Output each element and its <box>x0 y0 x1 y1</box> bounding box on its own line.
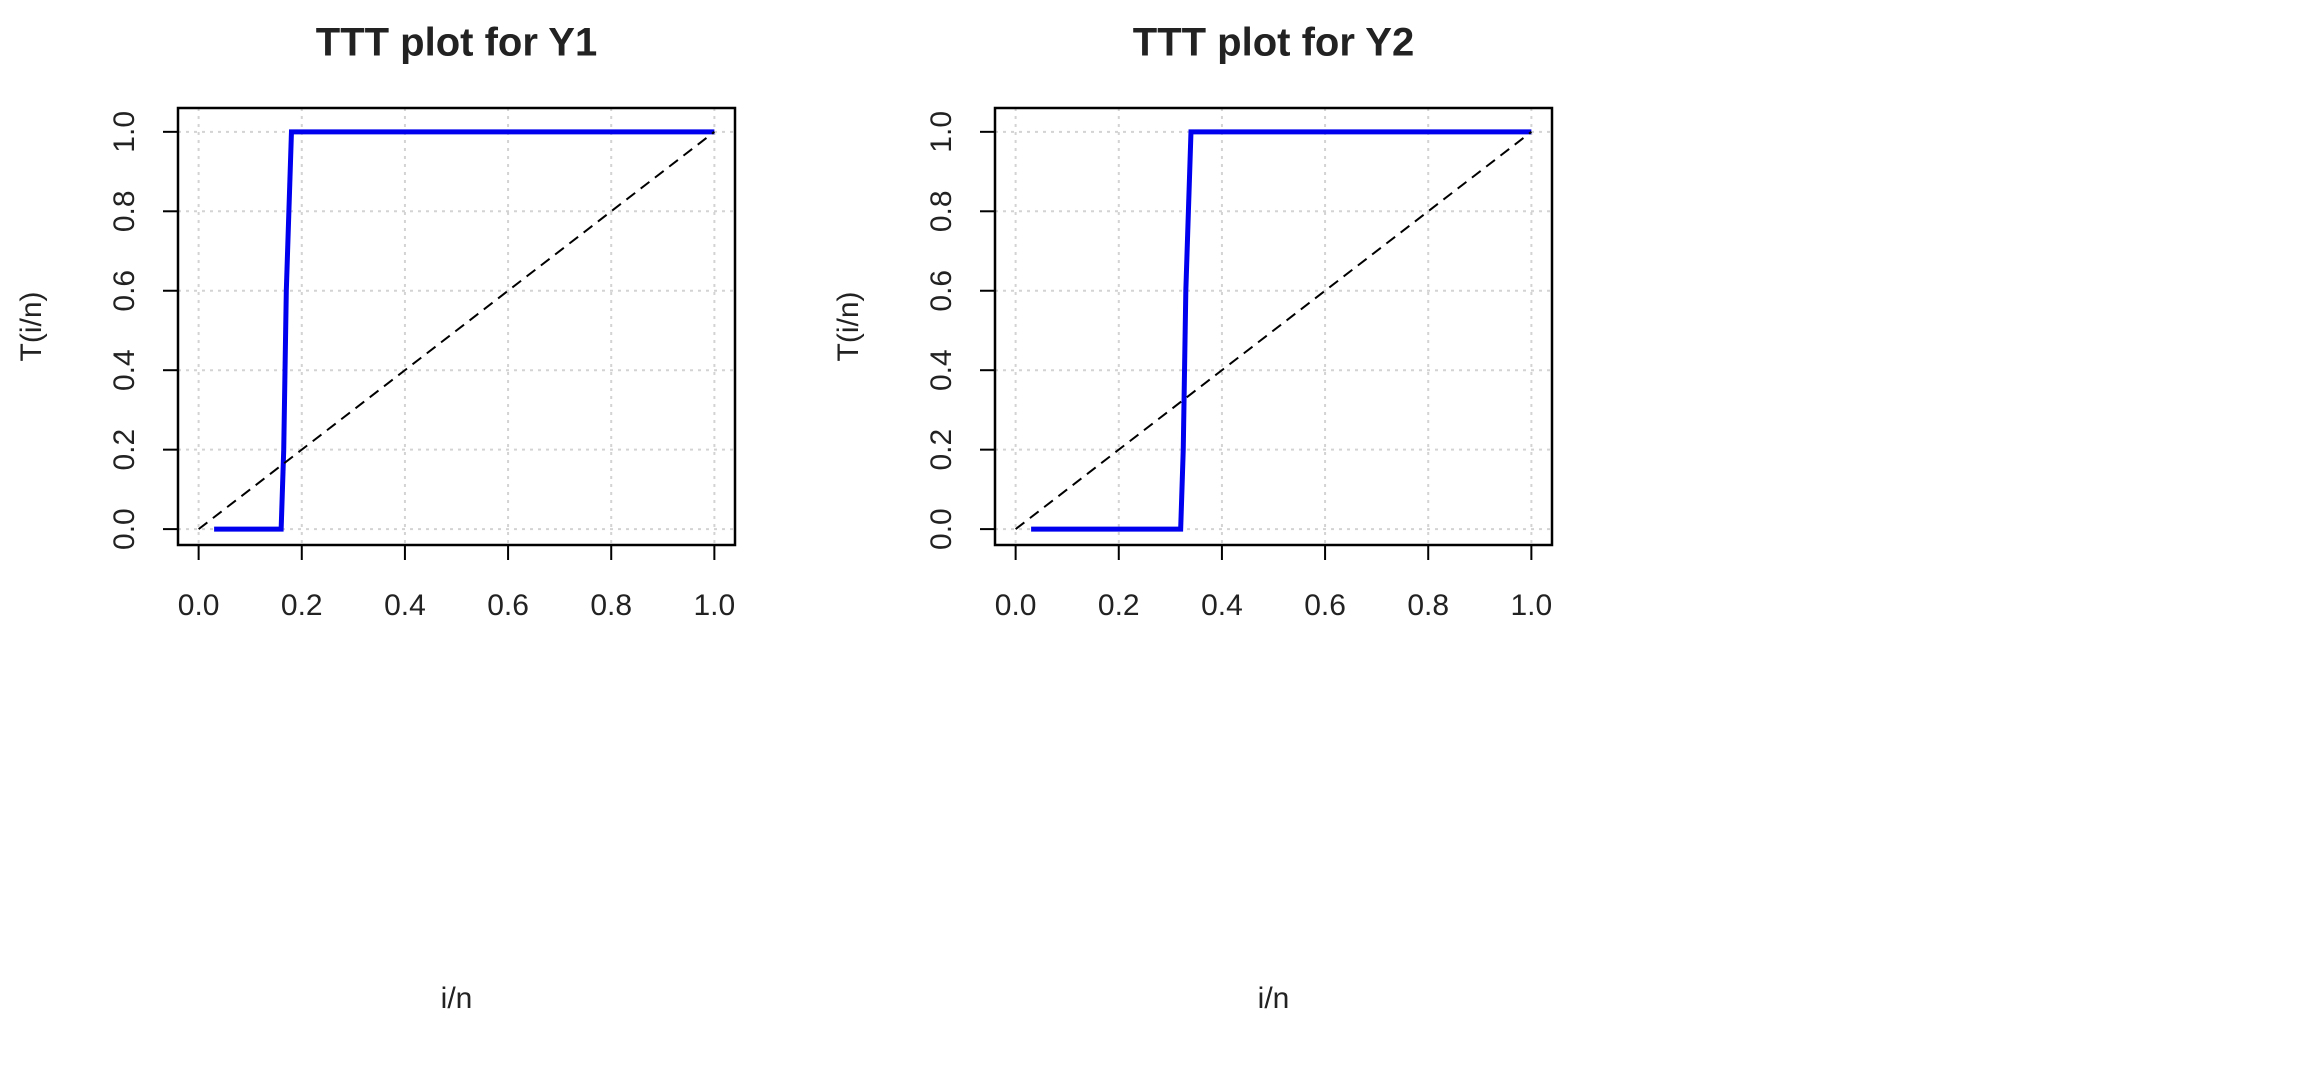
y-axis-label: T(i/n) <box>832 292 865 362</box>
x-tick-label: 0.0 <box>178 589 220 622</box>
x-tick-label: 0.8 <box>590 589 632 622</box>
x-tick-label: 0.6 <box>487 589 529 622</box>
reference-line <box>1015 131 1532 530</box>
x-tick-label: 0.4 <box>1201 589 1243 622</box>
y-tick-label: 1.0 <box>925 111 958 153</box>
chart: TTT plot for Y1 0.0 0.2 0.4 0.6 0.8 1.0 0.0 0.2 0… <box>15 21 737 1015</box>
y-tick-label: 0.6 <box>108 270 141 312</box>
y-axis-label: T(i/n) <box>15 292 48 362</box>
y-tick-label: 0.6 <box>925 270 958 312</box>
chart-title: TTT plot for Y2 <box>1133 21 1414 65</box>
reference-line <box>198 131 715 530</box>
x-tick-label: 1.0 <box>1511 589 1553 622</box>
ttt-line <box>1031 129 1532 532</box>
x-axis-label: i/n <box>441 982 473 1015</box>
x-tick-label: 1.0 <box>694 589 736 622</box>
y-tick-label: 0.8 <box>108 190 141 232</box>
y-tick-label: 1.0 <box>108 111 141 153</box>
plot-frame <box>176 106 737 547</box>
x-tick-label: 0.2 <box>281 589 323 622</box>
x-axis-label: i/n <box>1258 982 1290 1015</box>
ttt-line <box>214 129 715 532</box>
x-tick-label: 0.8 <box>1407 589 1449 622</box>
x-tick-label: 0.6 <box>1304 589 1346 622</box>
y-tick-label: 0.8 <box>925 190 958 232</box>
y-tick-label: 0.4 <box>108 349 141 391</box>
x-tick-label: 0.2 <box>1098 589 1140 622</box>
y-tick-label: 0.0 <box>925 508 958 550</box>
chart: TTT plot for Y2 0.0 0.2 0.4 0.6 0.8 1.0 0.0 0.2 0… <box>832 21 1554 1015</box>
y-tick-label: 0.2 <box>108 429 141 471</box>
chart-title: TTT plot for Y1 <box>316 21 597 65</box>
plot-frame <box>993 106 1554 547</box>
x-tick-label: 0.0 <box>995 589 1037 622</box>
y-tick-label: 0.0 <box>108 508 141 550</box>
y-tick-label: 0.4 <box>925 349 958 391</box>
y-tick-label: 0.2 <box>925 429 958 471</box>
x-tick-label: 0.4 <box>384 589 426 622</box>
